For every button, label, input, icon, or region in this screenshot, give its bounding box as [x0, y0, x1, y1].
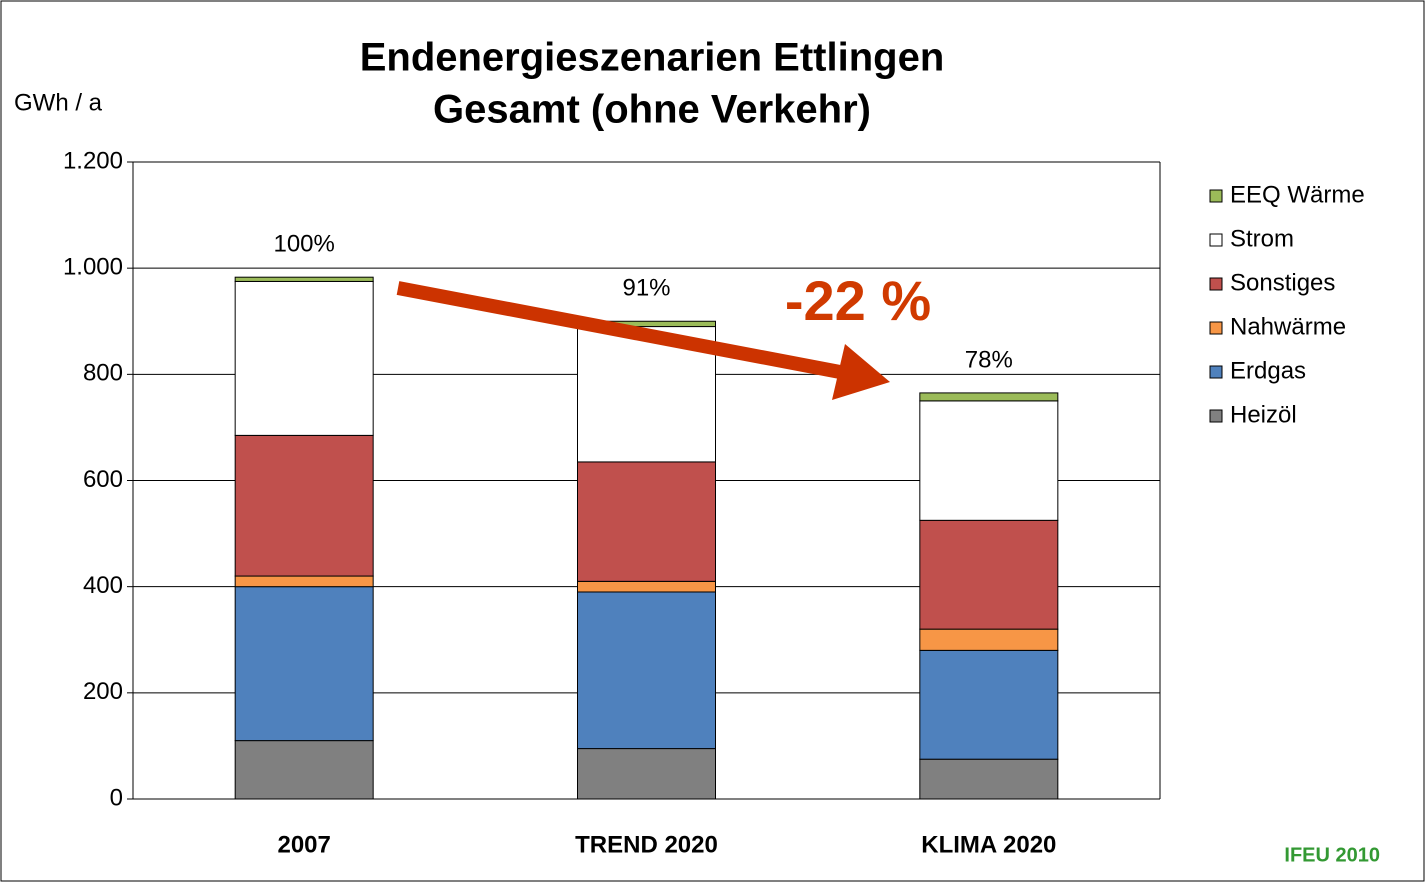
legend-swatch [1209, 409, 1223, 423]
trend-arrow [396, 281, 890, 400]
source: IFEU 2010 [1284, 844, 1380, 866]
y-tick-label: 800 [83, 360, 123, 387]
legend-label: Nahwärme [1230, 313, 1346, 340]
legend-swatch [1209, 189, 1223, 203]
chart-title: Gesamt (ohne Verkehr) [433, 88, 871, 132]
bar-segment [234, 740, 374, 800]
legend-swatch [1209, 233, 1223, 247]
x-tick-label: 2007 [277, 831, 330, 858]
bar-label: 91% [622, 275, 670, 302]
legend-label: Erdgas [1230, 357, 1306, 384]
bar-label: 100% [273, 231, 334, 258]
bar-segment [234, 575, 374, 588]
bar-segment [234, 276, 374, 282]
bar-segment [919, 649, 1059, 760]
bar-segment [919, 519, 1059, 630]
bar-segment [234, 586, 374, 742]
x-tick-label: TREND 2020 [575, 831, 718, 858]
arrow-shaft [396, 281, 842, 379]
legend-label: EEQ Wärme [1230, 181, 1365, 208]
y-axis-label: GWh / a [14, 89, 103, 116]
bar-segment [577, 461, 716, 582]
bar-segment [577, 748, 716, 800]
arrow-head [832, 344, 890, 400]
y-tick-label: 600 [83, 466, 123, 493]
bar-segment [919, 628, 1059, 651]
bar-segment [577, 580, 716, 593]
bar-segment [919, 400, 1059, 521]
annotation: -22 % [785, 269, 931, 332]
bar-segment [234, 434, 374, 577]
bar-segment [919, 392, 1059, 402]
y-tick-label: 0 [110, 784, 123, 811]
legend-swatch [1209, 321, 1223, 335]
legend-swatch [1209, 365, 1223, 379]
legend-label: Heizöl [1230, 401, 1297, 428]
bar-label: 78% [965, 346, 1013, 373]
y-tick-label: 200 [83, 678, 123, 705]
legend-swatch [1209, 277, 1223, 291]
y-tick-label: 1.000 [63, 254, 123, 281]
legend-label: Sonstiges [1230, 269, 1335, 296]
plot: 0 200 400 600 800 1.000 1.200 2007 100% TREND 202… [63, 147, 1365, 858]
y-tick-label: 1.200 [63, 147, 123, 174]
y-tick-label: 400 [83, 572, 123, 599]
bar-segment [234, 280, 374, 436]
x-tick-label: KLIMA 2020 [921, 831, 1056, 858]
bar-segment [577, 591, 716, 750]
chart-title: Endenergieszenarien Ettlingen [360, 36, 945, 80]
legend-label: Strom [1230, 225, 1294, 252]
bar-segment [919, 758, 1059, 800]
